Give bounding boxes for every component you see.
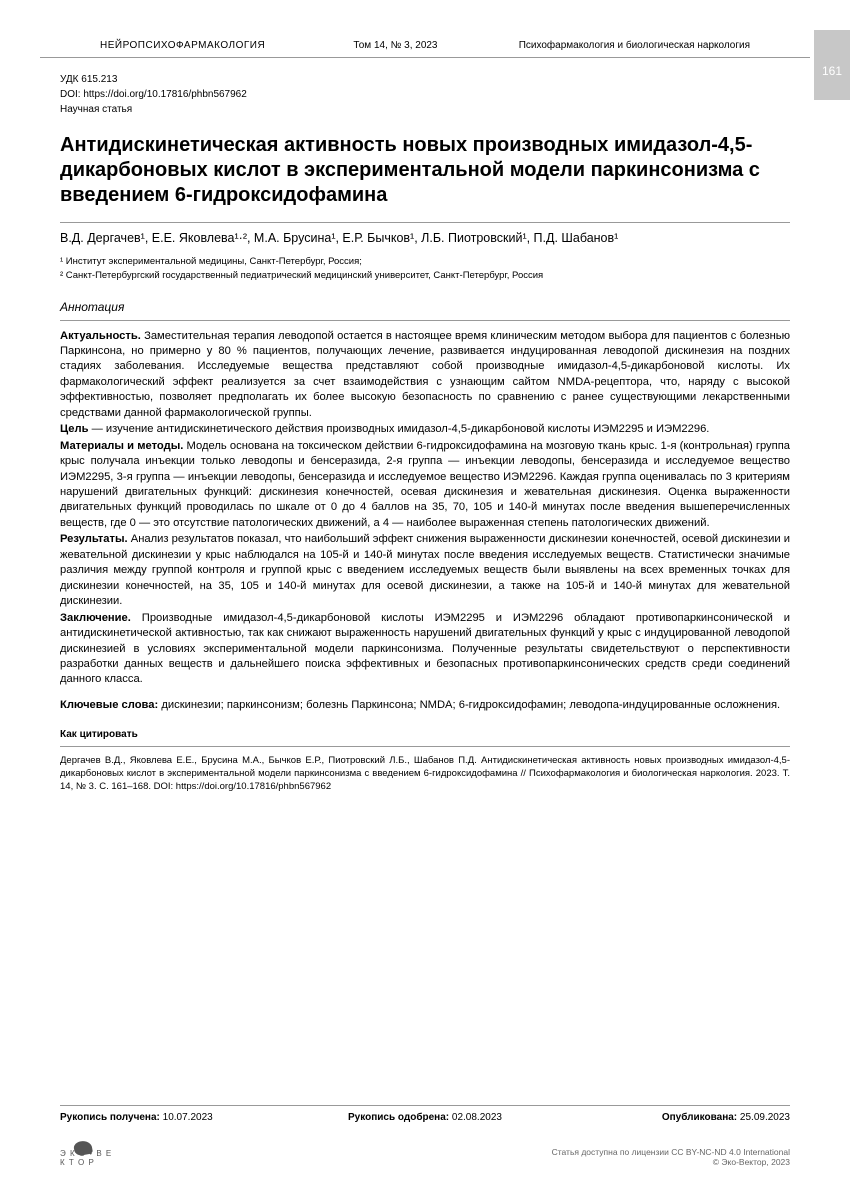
abs-results: Анализ результатов показал, что наибольш… <box>60 533 790 607</box>
approved-date: 02.08.2023 <box>449 1112 502 1123</box>
howtocite: Дергачев В.Д., Яковлева Е.Е., Брусина М.… <box>60 755 790 793</box>
divider <box>60 320 790 321</box>
received-date: 10.07.2023 <box>160 1112 213 1123</box>
published-date: 25.09.2023 <box>737 1112 790 1123</box>
howtocite-heading: Как цитировать <box>60 729 790 740</box>
license-line: Статья доступна по лицензии CC BY-NC-ND … <box>552 1147 790 1157</box>
affil-2: ² Санкт-Петербургский государственный пе… <box>60 269 790 283</box>
keywords-label: Ключевые слова: <box>60 699 158 711</box>
udc: УДК 615.213 <box>60 72 790 87</box>
running-header: НЕЙРОПСИХОФАРМАКОЛОГИЯ Том 14, № 3, 2023… <box>40 0 810 58</box>
abs-label-conclusion: Заключение. <box>60 612 131 624</box>
abs-methods: Модель основана на токсическом действии … <box>60 440 790 529</box>
article-meta: УДК 615.213 DOI: https://doi.org/10.1781… <box>60 72 790 117</box>
publisher-logo: Э К О • В Е К Т О Р <box>60 1141 120 1167</box>
abs-label-methods: Материалы и методы. <box>60 440 183 452</box>
article-title: Антидискинетическая активность новых про… <box>60 133 790 208</box>
abstract-heading: Аннотация <box>60 300 790 314</box>
abs-label-background: Актуальность. <box>60 330 141 342</box>
divider <box>60 222 790 223</box>
abs-label-aim: Цель <box>60 423 89 435</box>
affiliations: ¹ Институт экспериментальной медицины, С… <box>60 255 790 284</box>
header-section: НЕЙРОПСИХОФАРМАКОЛОГИЯ <box>100 40 297 51</box>
page-number: 161 <box>814 30 850 100</box>
keywords: Ключевые слова: дискинезии; паркинсонизм… <box>60 698 790 713</box>
abstract: Актуальность. Заместительная терапия лев… <box>60 329 790 688</box>
copyright-line: © Эко-Вектор, 2023 <box>552 1157 790 1167</box>
keywords-text: дискинезии; паркинсонизм; болезнь Паркин… <box>158 699 780 711</box>
manuscript-dates: Рукопись получена: 10.07.2023 Рукопись о… <box>60 1105 790 1123</box>
abs-label-results: Результаты. <box>60 533 128 545</box>
article-type: Научная статья <box>60 102 790 117</box>
publisher-name: Э К О • В Е К Т О Р <box>60 1149 120 1167</box>
received-label: Рукопись получена: <box>60 1112 160 1123</box>
published-label: Опубликована: <box>662 1112 737 1123</box>
footer: Рукопись получена: 10.07.2023 Рукопись о… <box>60 1105 790 1167</box>
affil-1: ¹ Институт экспериментальной медицины, С… <box>60 255 790 269</box>
header-journal: Психофармакология и биологическая наркол… <box>494 40 750 51</box>
abs-conclusion: Производные имидазол-4,5-дикарбоновой ки… <box>60 612 790 686</box>
abs-background: Заместительная терапия леводопой остаетс… <box>60 330 790 419</box>
doi: DOI: https://doi.org/10.17816/phbn567962 <box>60 87 790 102</box>
abs-aim: — изучение антидискинетического действия… <box>89 423 710 435</box>
approved-label: Рукопись одобрена: <box>348 1112 449 1123</box>
divider <box>60 746 790 747</box>
header-issue: Том 14, № 3, 2023 <box>297 40 494 51</box>
authors: В.Д. Дергачев¹, Е.Е. Яковлева¹·², М.А. Б… <box>60 231 790 245</box>
